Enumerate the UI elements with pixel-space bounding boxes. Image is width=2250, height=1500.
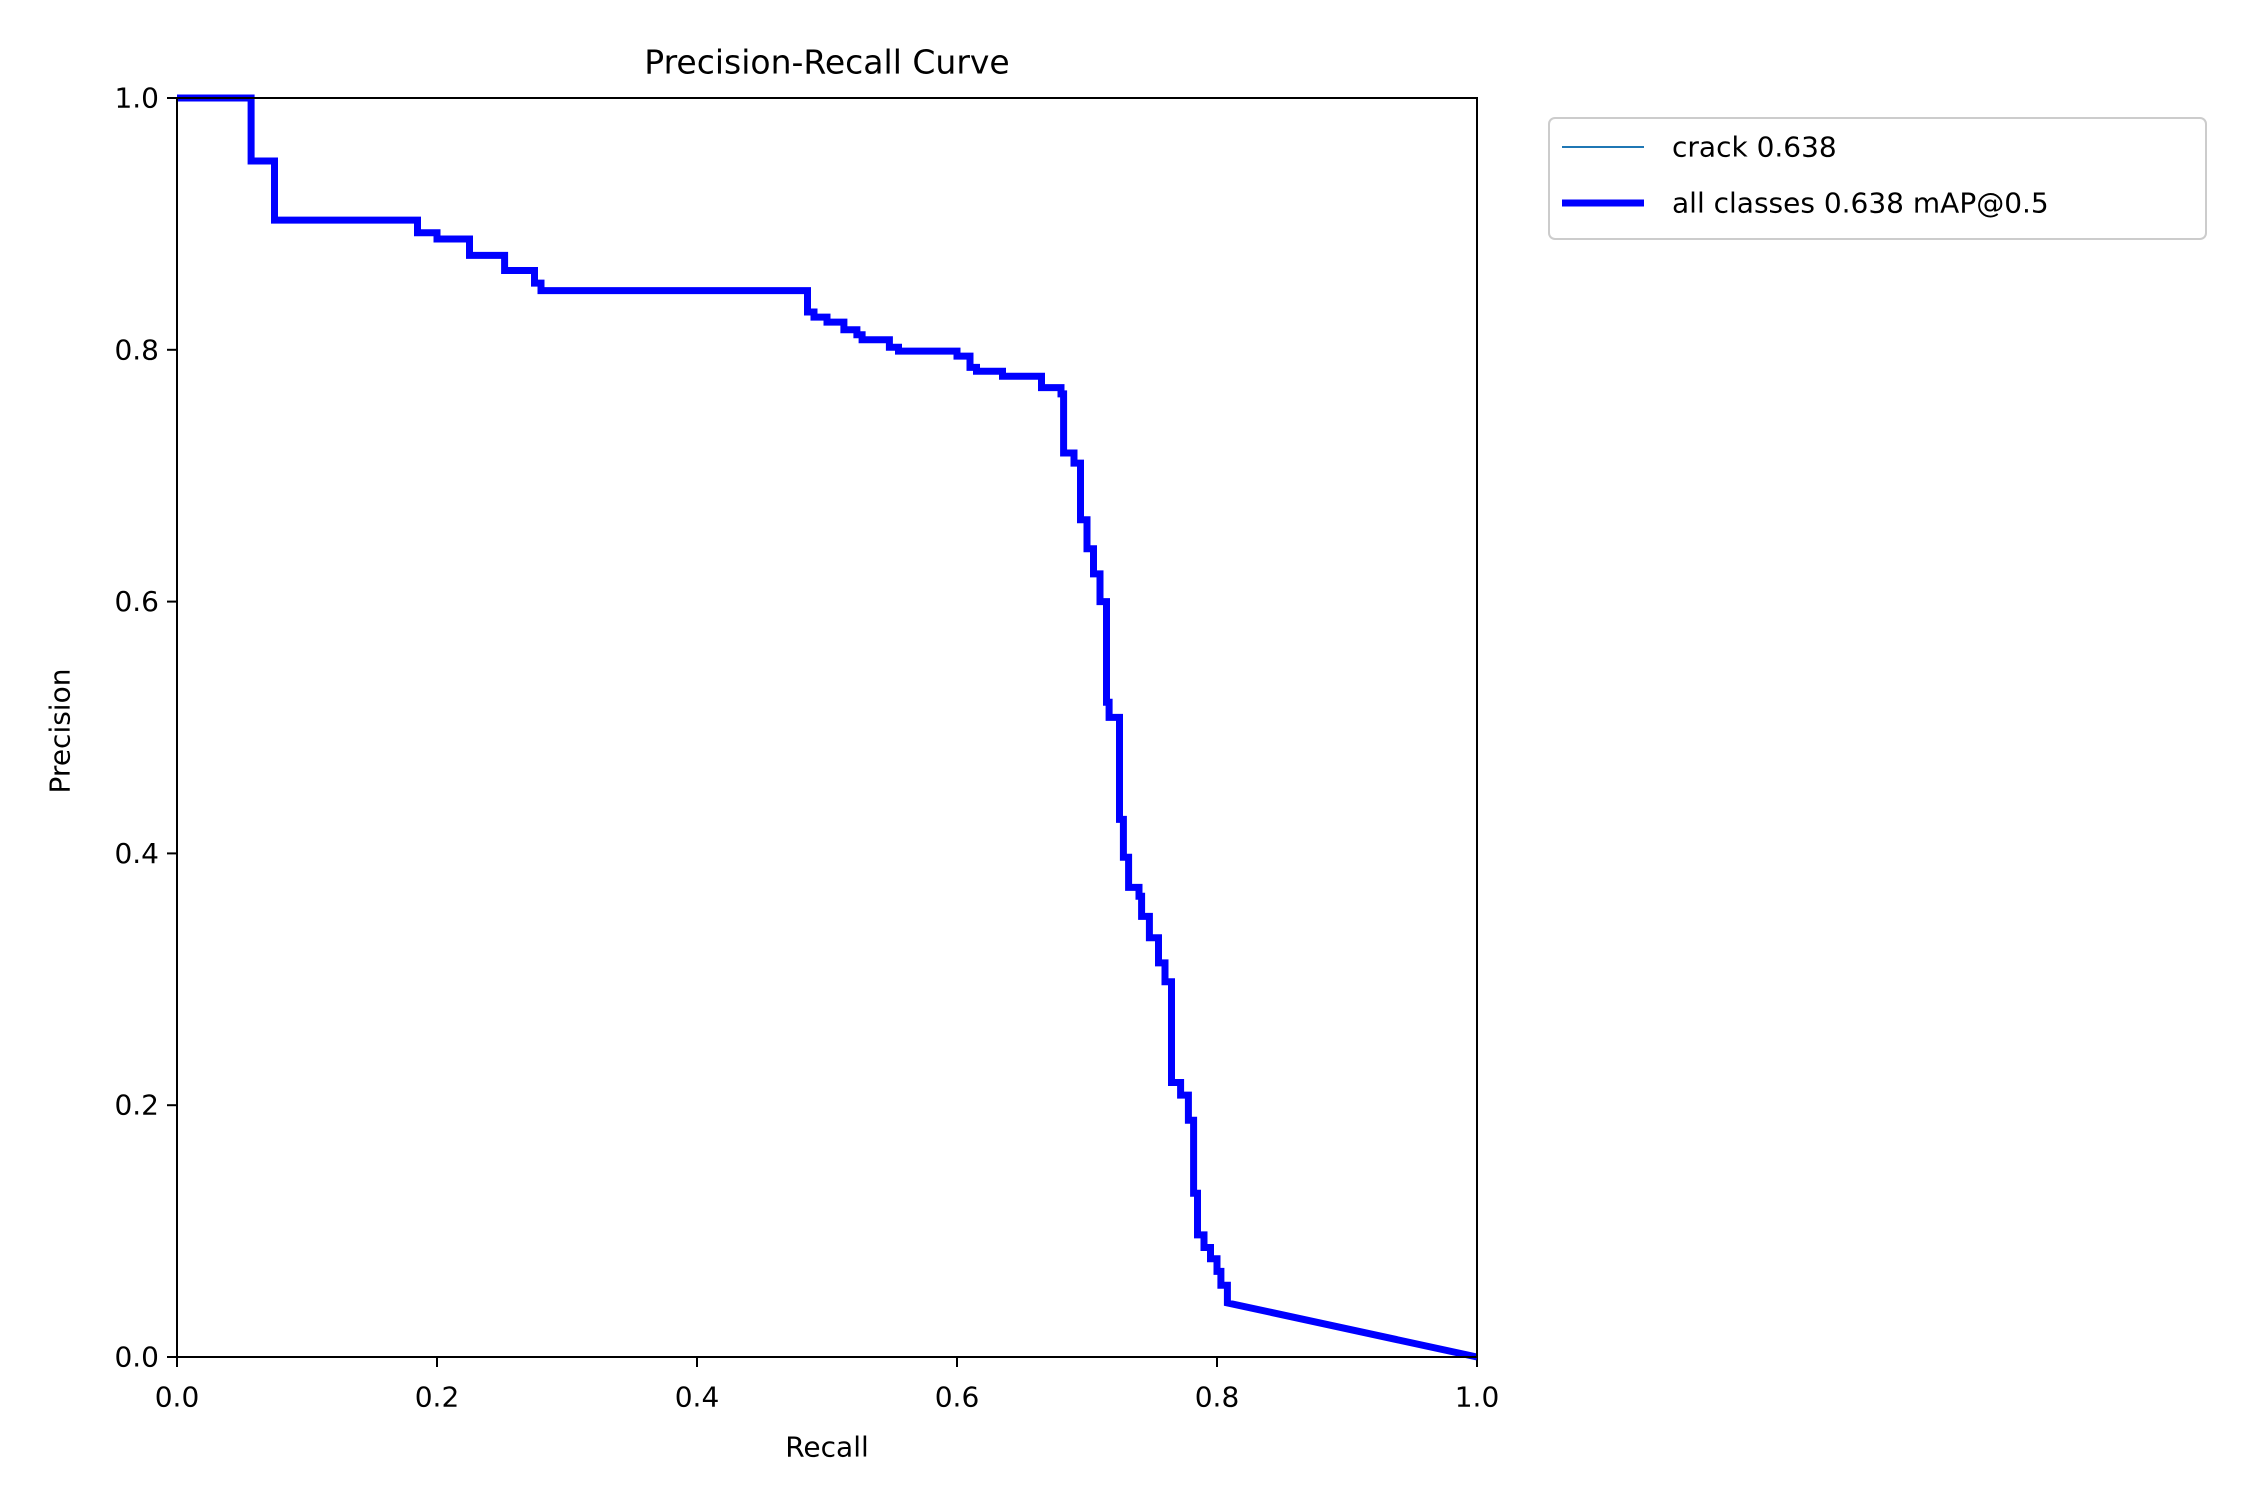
y-tick-label: 0.2 [114,1089,159,1122]
legend-box [1548,117,2207,240]
x-tick-label: 0.0 [155,1381,200,1414]
y-axis-label: Precision [44,669,77,794]
x-tick-label: 0.6 [935,1381,980,1414]
y-tick-label: 0.6 [114,585,159,618]
x-tick-label: 0.4 [675,1381,720,1414]
plot-lines [177,94,1478,1361]
legend-label-all-classes: all classes 0.638 mAP@0.5 [1672,187,2049,220]
y-tick-label: 0.0 [114,1341,159,1374]
series-line-all-classes [177,94,1478,1361]
y-axis-ticks: 0.0 0.2 0.4 0.6 0.8 1.0 [114,82,177,1374]
y-tick-label: 1.0 [114,82,159,115]
legend: crack 0.638 all classes 0.638 mAP@0.5 [1548,117,2207,240]
y-tick-label: 0.4 [114,837,159,870]
y-tick-label: 0.8 [114,333,159,366]
x-tick-label: 0.8 [1195,1381,1240,1414]
chart-title: Precision-Recall Curve [644,43,1009,82]
x-tick-label: 0.2 [415,1381,460,1414]
x-axis-ticks: 0.0 0.2 0.4 0.6 0.8 1.0 [155,1357,1500,1414]
x-tick-label: 1.0 [1455,1381,1500,1414]
x-axis-label: Recall [785,1431,869,1464]
legend-label-crack: crack 0.638 [1672,131,1837,164]
plot-area-frame [176,97,1478,1358]
